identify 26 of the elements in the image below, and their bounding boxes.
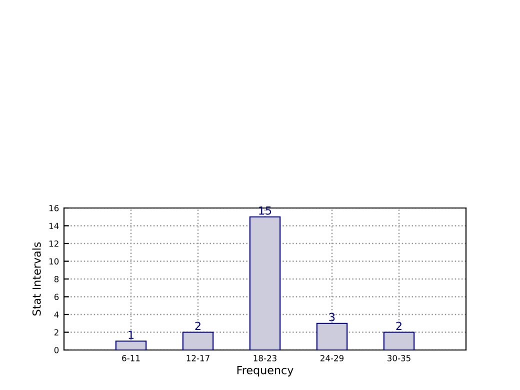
- data-label: 2: [396, 322, 402, 330]
- y-tick-label: 4: [54, 312, 59, 318]
- data-label: 1: [128, 330, 134, 339]
- data-label: 15: [259, 206, 272, 215]
- bar: [316, 322, 348, 350]
- x-tick-label: 6-11: [122, 355, 140, 362]
- y-tick-label: 2: [54, 329, 58, 336]
- y-tick-label: 14: [49, 222, 59, 229]
- x-tick-label: 12-17: [186, 355, 210, 362]
- bar: [182, 332, 214, 350]
- y-tick-label: 6: [54, 294, 59, 300]
- y-tick-label: 10: [49, 258, 59, 265]
- data-label: 3: [329, 312, 335, 322]
- y-tick-label: 8: [54, 276, 59, 282]
- bar: [115, 340, 147, 350]
- x-axis-title: Frequency: [237, 366, 294, 376]
- bar: [249, 216, 281, 350]
- bar: [383, 332, 415, 350]
- x-tick-label: 30-35: [388, 355, 410, 362]
- x-tick-label: 24-29: [320, 355, 344, 362]
- data-label: 2: [195, 322, 200, 330]
- y-tick-label: 12: [49, 240, 58, 247]
- y-tick-label: 0: [54, 346, 59, 354]
- y-tick-label: 16: [49, 204, 59, 212]
- x-tick-label: 18-23: [254, 355, 276, 362]
- y-axis-title: Stat Intervals: [32, 242, 41, 316]
